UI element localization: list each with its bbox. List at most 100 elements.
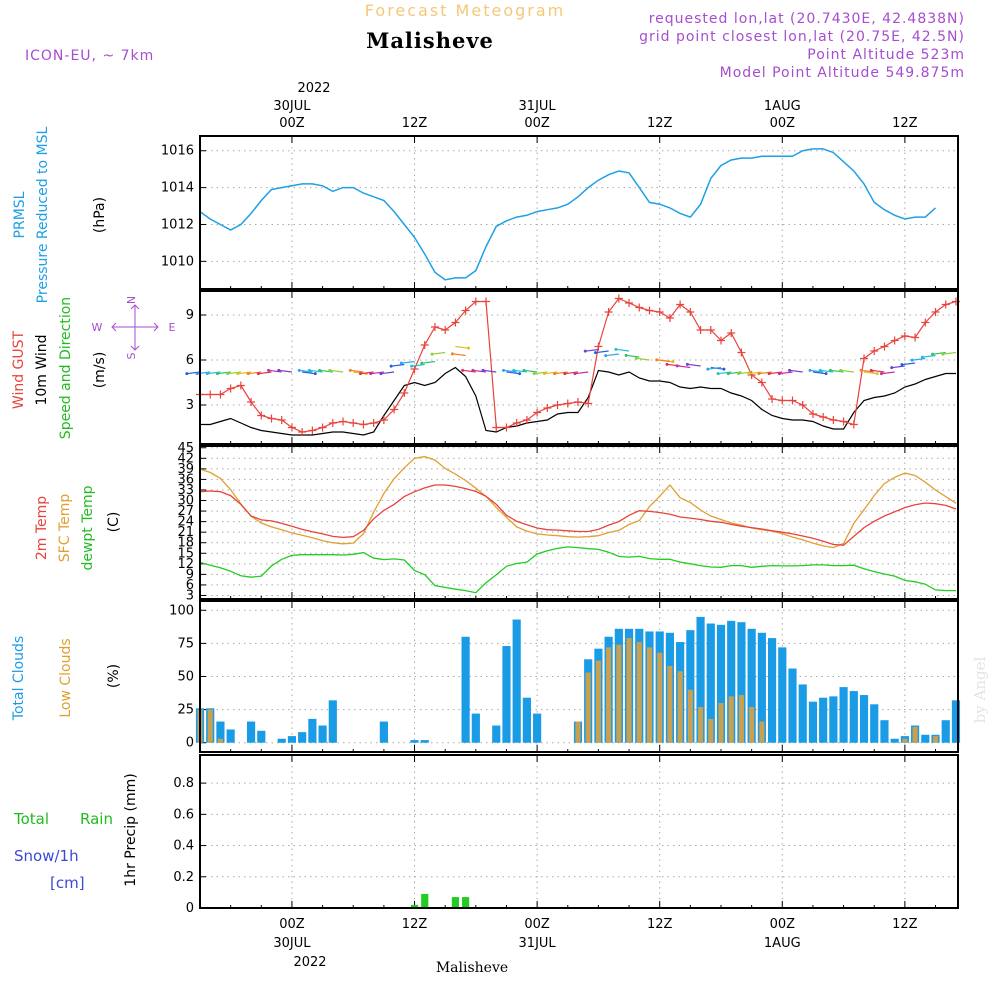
wind-arrow-head [277, 368, 281, 372]
wind-direction-arrow [207, 371, 221, 375]
wind-arrow-head [808, 368, 812, 372]
wind-arrow-head [359, 372, 363, 376]
wind-arrow-head [542, 372, 546, 376]
total-cloud-bar [492, 725, 501, 743]
total-cloud-bar [246, 721, 256, 743]
low-cloud-bar [657, 652, 663, 743]
wind-arrow-head [246, 372, 250, 376]
gust-marker [287, 423, 296, 432]
gust-marker [931, 308, 940, 316]
wind-direction-arrow [574, 371, 589, 375]
low-cloud-bar [728, 696, 734, 743]
total-clouds-label: Total Clouds [11, 636, 27, 721]
compass-south: S [125, 352, 138, 359]
gust-marker [860, 354, 869, 363]
wind-direction-arrow [237, 371, 252, 375]
top-time-label: 00Z [770, 116, 796, 131]
gust-marker [298, 428, 307, 436]
wind-direction-arrow [329, 369, 344, 373]
cm-label: [cm] [50, 874, 85, 892]
low-cloud-bar [585, 672, 591, 743]
prmsl-label: PRMSL [12, 191, 28, 238]
gust-marker [716, 336, 725, 345]
gust-marker [502, 423, 511, 432]
gust-marker [339, 417, 348, 426]
wind-arrow-head [410, 364, 414, 368]
wind-direction-arrow [513, 369, 527, 373]
wind-arrow-head [624, 353, 628, 357]
wind-direction-arrow [411, 363, 425, 367]
station-title: Malisheve [366, 28, 494, 53]
low-cloud-bar [718, 702, 724, 743]
wind-direction-arrow [431, 351, 446, 355]
clouds-ytick-label: 50 [177, 670, 194, 685]
gust-marker [819, 413, 828, 421]
low-cloud-bar [759, 721, 765, 743]
gust-marker [890, 336, 899, 345]
wind-arrow-head [185, 372, 189, 376]
top-time-label: 00Z [524, 116, 550, 131]
wind-direction-arrow [728, 371, 742, 375]
wind-ytick-label: 6 [186, 353, 194, 368]
wind-direction-arrow [717, 371, 732, 375]
gust-marker [655, 308, 664, 316]
wind-arrow-head [195, 372, 199, 376]
wind-arrow-head [716, 372, 720, 376]
total-cloud-bar [798, 684, 807, 743]
wind-direction-arrow [595, 350, 609, 354]
total-cloud-bar [788, 668, 797, 743]
bottom-time-label: 00Z [524, 917, 550, 932]
wind-direction-arrow [299, 369, 313, 373]
wind-arrow-head [818, 368, 822, 372]
bottom-year: 2022 [293, 955, 326, 970]
wind-direction-arrow [738, 371, 752, 375]
top-date-label: 31JUL [519, 99, 557, 114]
total-cloud-bar [277, 738, 286, 743]
temperature-ytick-label: 12 [177, 557, 194, 572]
wind-direction-arrow [350, 369, 364, 373]
total-cloud-bar [226, 729, 235, 743]
total-cloud-bar [706, 623, 715, 743]
low-cloud-bar [687, 689, 693, 743]
plot-layer: 1010101210141016369369121518212427303336… [161, 99, 961, 951]
low-cloud-bar [749, 706, 755, 743]
total-cloud-bar [696, 616, 705, 743]
wind-arrow-head [389, 364, 393, 368]
clouds-ytick-label: 100 [169, 603, 194, 618]
wind-arrow-head [828, 368, 832, 372]
temp2m-line [199, 484, 957, 546]
total-cloud-bar [298, 732, 307, 743]
gust-marker [614, 294, 623, 303]
dewpt-line [199, 546, 956, 594]
temperature-ytick-label: 27 [177, 504, 194, 519]
bottom-time-label: 00Z [279, 917, 305, 932]
compass-rose: N S W E [92, 296, 176, 360]
model-label: ICON-EU, ~ 7km [25, 48, 154, 64]
gust-marker [778, 396, 787, 405]
wind-direction-arrow [248, 371, 262, 375]
temperature-ytick-label: 18 [177, 536, 194, 551]
wind-direction-arrow [391, 363, 405, 367]
gust-marker [236, 381, 245, 390]
gust-marker [706, 326, 715, 334]
compass-north: N [125, 296, 138, 304]
wind-arrow-head [920, 355, 924, 359]
gust-marker [522, 416, 531, 424]
wind-direction-arrow [534, 371, 548, 375]
hpa-unit-label: (hPa) [92, 197, 108, 233]
wind-direction-arrow [901, 362, 916, 366]
wind-arrow-head [614, 347, 618, 351]
temperature-ytick-label: 24 [177, 515, 194, 530]
low-cloud-bar [738, 695, 744, 743]
gust-marker [267, 414, 276, 423]
gust-marker [686, 308, 695, 316]
wind-direction-arrow [380, 371, 395, 375]
low-cloud-bar [616, 644, 622, 743]
wind-direction-arrow [656, 359, 670, 363]
top-time-label: 12Z [892, 116, 918, 131]
wind-direction-arrow [452, 353, 466, 357]
low-cloud-bar [575, 721, 581, 743]
gust-marker [696, 326, 705, 334]
wind-frame [199, 290, 959, 445]
